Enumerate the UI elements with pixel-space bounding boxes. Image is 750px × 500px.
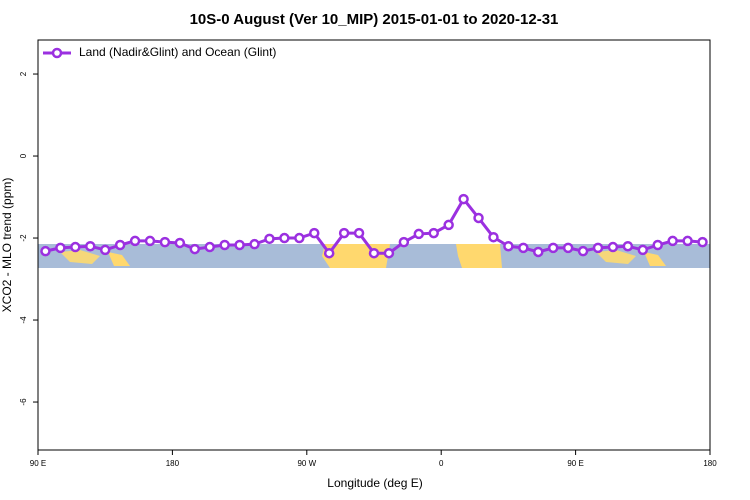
y-tick-label: -6 [19, 398, 28, 406]
point [189, 243, 201, 255]
plot-frame [37, 39, 711, 451]
point [398, 236, 410, 248]
point [562, 242, 574, 254]
point [428, 227, 439, 239]
x-tick-label: 90 W [297, 459, 316, 468]
point [577, 245, 589, 257]
point [652, 239, 663, 251]
point [518, 242, 529, 254]
point [144, 235, 156, 247]
y-tick-label: 0 [19, 153, 28, 158]
point [592, 242, 604, 254]
x-tick-label: 90 E [30, 459, 46, 468]
legend-marker [51, 47, 63, 59]
point [488, 231, 499, 243]
point [85, 240, 96, 252]
point [174, 237, 186, 249]
point [159, 236, 171, 248]
point [667, 235, 678, 247]
point [204, 241, 215, 253]
point [622, 240, 634, 252]
point [114, 239, 126, 251]
point [309, 227, 320, 239]
point [682, 235, 693, 247]
chart-title: 10S-0 August (Ver 10_MIP) 2015-01-01 to … [190, 11, 559, 28]
point [533, 246, 544, 258]
x-tick-label: 0 [439, 459, 444, 468]
point [503, 240, 514, 252]
point [368, 247, 380, 259]
x-tick-label: 180 [703, 459, 717, 468]
point [234, 239, 245, 251]
point [323, 247, 335, 259]
point [443, 219, 454, 231]
point [473, 212, 484, 224]
point [547, 242, 559, 254]
point [383, 247, 395, 259]
point [637, 244, 649, 256]
point [99, 244, 111, 256]
y-tick-label: -4 [19, 316, 28, 324]
x-tick-label: 180 [166, 459, 180, 468]
y-axis-label: XCO2 - MLO trend (ppm) [0, 178, 14, 313]
legend-label: Land (Nadir&Glint) and Ocean (Glint) [79, 45, 276, 59]
point [129, 235, 141, 247]
point [458, 193, 469, 205]
x-axis-label: Longitude (deg E) [327, 476, 422, 490]
point [607, 241, 619, 253]
point [70, 241, 81, 253]
y-tick-label: 2 [19, 71, 28, 76]
point [353, 227, 365, 239]
point [219, 239, 230, 251]
x-tick-label: 90 E [567, 459, 583, 468]
point [338, 227, 350, 239]
point [697, 236, 708, 248]
y-tick-label: -2 [19, 234, 28, 242]
point [55, 242, 66, 254]
point [413, 228, 425, 240]
point [279, 232, 290, 244]
point [249, 238, 260, 250]
point [40, 245, 51, 257]
point [264, 233, 275, 245]
point [294, 232, 305, 244]
